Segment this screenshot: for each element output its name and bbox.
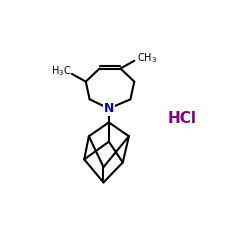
Text: HCl: HCl (168, 111, 196, 126)
Text: CH$_3$: CH$_3$ (136, 52, 156, 66)
Text: N: N (104, 102, 114, 115)
Text: H$_3$C: H$_3$C (51, 65, 71, 78)
